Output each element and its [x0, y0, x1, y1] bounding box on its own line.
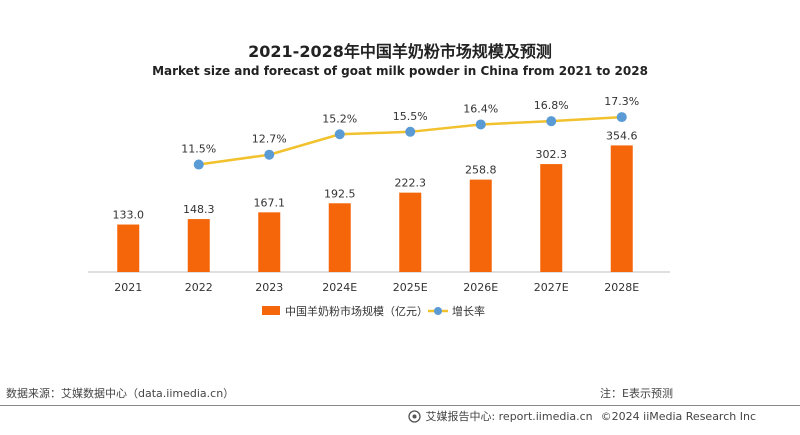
- bar: [258, 212, 281, 272]
- x-tick-label: 2022: [185, 281, 213, 294]
- bar-value-label: 192.5: [324, 187, 356, 200]
- growth-rate-point: [616, 112, 627, 123]
- bar-value-label: 302.3: [536, 148, 568, 161]
- chart-subtitle: Market size and forecast of goat milk po…: [152, 64, 648, 78]
- growth-rate-point: [546, 116, 557, 127]
- growth-rate-point: [475, 119, 486, 130]
- legend-swatch-bar: [262, 306, 280, 315]
- x-tick-label: 2028E: [604, 281, 639, 294]
- footer-brand-text: 艾媒报告中心: report.iimedia.cn: [425, 410, 593, 423]
- x-tick-label: 2025E: [393, 281, 428, 294]
- growth-rate-label: 15.5%: [393, 110, 428, 123]
- bar-value-label: 167.1: [254, 196, 286, 209]
- growth-rate-label: 11.5%: [181, 143, 216, 156]
- bar-value-label: 354.6: [606, 129, 638, 142]
- x-tick-label: 2026E: [463, 281, 498, 294]
- footer-bar: 艾媒报告中心: report.iimedia.cn ©2024 iiMedia …: [408, 408, 756, 424]
- growth-rate-label: 17.3%: [604, 95, 639, 108]
- bar: [117, 224, 140, 272]
- bar: [540, 164, 563, 272]
- footer-brand: 艾媒报告中心: report.iimedia.cn: [408, 408, 593, 424]
- iimedia-logo-icon: [408, 409, 422, 423]
- x-tick-label: 2024E: [322, 281, 357, 294]
- footer-copyright: ©2024 iiMedia Research Inc: [600, 409, 756, 423]
- growth-rate-point: [264, 149, 275, 160]
- bar-value-label: 222.3: [395, 177, 427, 190]
- bar-value-label: 148.3: [183, 203, 215, 216]
- forecast-note: 注：E表示预测: [600, 387, 673, 400]
- legend-label-growth-rate: 增长率: [452, 304, 485, 318]
- growth-rate-label: 16.4%: [463, 102, 498, 115]
- growth-rate-point: [334, 129, 345, 140]
- bar-value-label: 258.8: [465, 164, 497, 177]
- bar: [399, 192, 422, 272]
- bar: [328, 203, 351, 272]
- footer-divider: [0, 405, 800, 406]
- bar: [610, 145, 633, 272]
- growth-rate-label: 16.8%: [534, 99, 569, 112]
- growth-rate-label: 12.7%: [252, 133, 287, 146]
- growth-rate-label: 15.2%: [322, 112, 357, 125]
- x-tick-label: 2027E: [534, 281, 569, 294]
- legend-label-market-size: 中国羊奶粉市场规模（亿元）: [285, 304, 428, 318]
- bar: [469, 179, 492, 272]
- x-tick-label: 2021: [114, 281, 142, 294]
- data-source-note: 数据来源：艾媒数据中心（data.iimedia.cn）: [6, 387, 235, 400]
- bar-value-label: 133.0: [113, 209, 145, 222]
- chart-title: 2021-2028年中国羊奶粉市场规模及预测: [248, 42, 552, 61]
- legend-swatch-marker: [434, 307, 442, 315]
- growth-rate-point: [193, 159, 204, 170]
- x-tick-label: 2023: [255, 281, 283, 294]
- bar: [187, 219, 210, 272]
- growth-rate-point: [405, 126, 416, 137]
